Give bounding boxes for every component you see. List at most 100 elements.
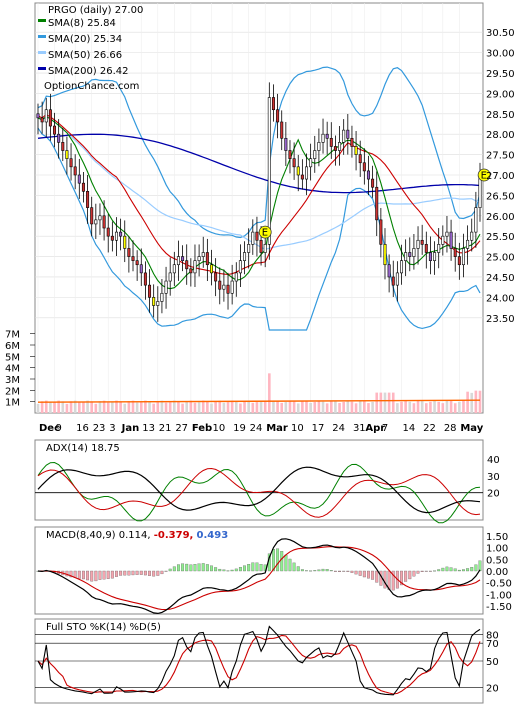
volume-bar	[321, 401, 325, 413]
candle-body	[61, 142, 65, 151]
macd-histogram-bar	[416, 570, 420, 574]
volume-bar	[156, 401, 160, 413]
adx-y-tick: 40	[487, 455, 500, 466]
volume-bar	[98, 401, 102, 413]
volume-bar	[354, 403, 358, 413]
candle-body	[259, 239, 263, 253]
x-tick-label: 19	[233, 423, 246, 434]
candle-body	[243, 252, 247, 261]
volume-bar	[367, 403, 370, 413]
volume-bar	[44, 400, 48, 413]
volume-bar	[247, 400, 250, 413]
macd-title: MACD(8,40,9) 0.114, -0.379, 0.493	[46, 530, 228, 541]
candle-body	[176, 256, 180, 266]
volume-bar	[276, 400, 279, 413]
volume-bar	[65, 403, 69, 413]
candle-body	[309, 158, 313, 168]
candle-body	[226, 284, 230, 294]
volume-bar	[61, 401, 65, 413]
candle-body	[329, 137, 333, 147]
macd-histogram-bar	[210, 565, 213, 572]
candle-body	[57, 133, 61, 143]
volume-bar	[404, 400, 407, 413]
candle-body	[296, 166, 300, 176]
volume-average-line	[37, 399, 481, 403]
macd-histogram-bar	[292, 562, 296, 572]
candle-body	[457, 256, 461, 266]
volume-bar	[106, 402, 110, 413]
volume-bar	[383, 392, 387, 413]
macd-histogram-bar	[280, 551, 284, 572]
price-y-tick: 27.50	[486, 151, 515, 162]
volume-bar	[49, 402, 52, 413]
x-tick-label: 24	[332, 423, 345, 434]
price-y-tick: 25.00	[486, 253, 515, 264]
volume-bar	[363, 400, 366, 413]
candle-body	[470, 231, 474, 241]
candle-body	[449, 231, 453, 249]
volume-bar	[78, 402, 81, 413]
volume-bar	[424, 403, 428, 413]
macd-y-tick: -0.50	[486, 579, 512, 590]
price-y-tick: 28.50	[486, 110, 515, 121]
legend-sma50-label: SMA(50) 26.66	[48, 50, 122, 61]
watermark: OptionChance.com	[44, 81, 139, 92]
volume-bar	[189, 400, 193, 413]
volume-bar	[111, 402, 114, 413]
chart-title: PRGO (daily) 27.00	[48, 5, 143, 16]
candle-body	[428, 252, 432, 261]
macd-histogram-bar	[309, 570, 313, 572]
volume-bar	[433, 400, 436, 413]
volume-bar	[206, 401, 209, 413]
candle-body	[209, 264, 213, 274]
candle-body	[69, 158, 73, 168]
macd-histogram-bar	[300, 569, 304, 572]
macd-histogram-bar	[251, 562, 255, 572]
macd-histogram-bar	[367, 570, 370, 579]
macd-histogram-bar	[148, 570, 151, 576]
candle-body	[391, 276, 395, 286]
candle-body	[383, 244, 387, 266]
volume-y-tick: 2M	[5, 386, 20, 397]
macd-histogram-bar	[127, 570, 131, 576]
volume-y-tick: 6M	[5, 341, 20, 352]
price-y-tick: 24.50	[486, 273, 515, 284]
macd-histogram-bar	[90, 570, 94, 582]
x-tick-label: Feb	[192, 423, 212, 434]
x-tick-label: Mar	[266, 423, 288, 434]
candle-body	[362, 162, 366, 172]
candle-body	[305, 166, 309, 180]
macd-y-tick: 1.00	[486, 544, 508, 555]
macd-histogram-bar	[383, 570, 387, 589]
candle-body	[325, 133, 329, 139]
candle-body	[172, 264, 176, 274]
volume-bar	[226, 402, 230, 413]
price-y-tick: 28.00	[486, 130, 515, 141]
price-y-tick: 27.00	[486, 171, 515, 182]
volume-bar	[350, 401, 354, 413]
candle-body	[420, 239, 424, 245]
x-tick-label: Jan	[121, 423, 140, 434]
macd-histogram-bar	[218, 568, 222, 572]
candle-body	[156, 301, 160, 306]
volume-bar	[292, 401, 296, 413]
candle-body	[461, 248, 465, 266]
volume-bar	[474, 390, 478, 413]
candle-body	[387, 264, 391, 278]
macd-histogram-bar	[420, 570, 424, 572]
macd-histogram-bar	[412, 570, 416, 577]
macd-histogram-bar	[329, 570, 333, 572]
macd-histogram-bar	[288, 558, 292, 572]
candle-body	[65, 150, 69, 159]
volume-bar	[342, 401, 345, 413]
candle-body	[73, 166, 77, 176]
candle-body	[271, 97, 275, 111]
volume-bar	[445, 400, 449, 413]
candle-body	[102, 215, 106, 229]
candle-body	[366, 170, 370, 180]
adx-line	[37, 466, 481, 514]
candle-body	[90, 207, 94, 225]
volume-bar	[177, 401, 180, 413]
